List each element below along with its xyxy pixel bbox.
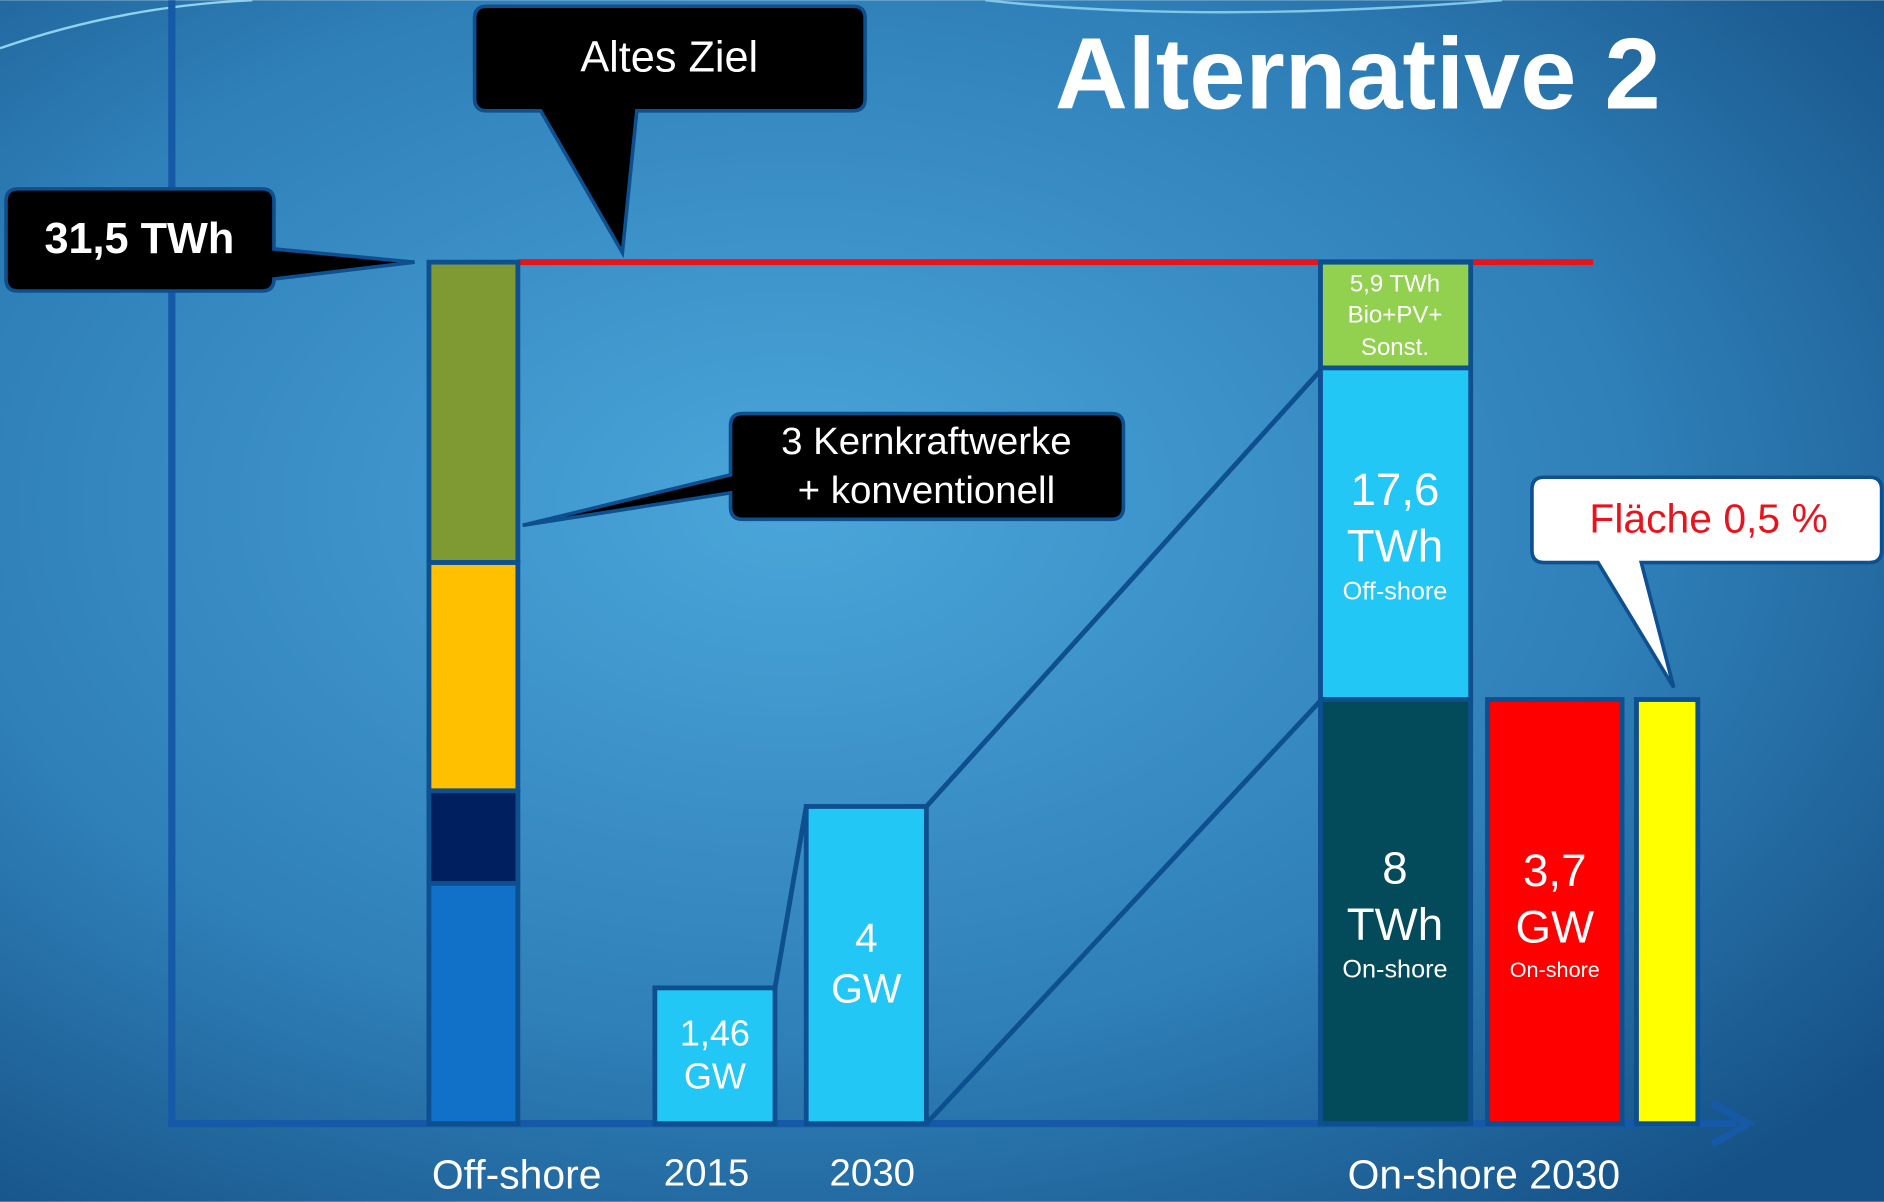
segment (426, 880, 521, 1127)
bar-2030 (803, 804, 929, 1127)
axis-arrow (1710, 1100, 1756, 1148)
connector (924, 699, 1323, 1126)
bar-label: Off-shore (1343, 577, 1448, 605)
callout-nuclear (522, 411, 1126, 528)
bar-label: On-shore (1342, 956, 1447, 984)
callout-text: + konventionell (798, 469, 1056, 512)
bar-label: Sonst. (1361, 334, 1429, 361)
callout-text: 31,5 TWh (44, 215, 234, 263)
bar-label: 5,9 TWh (1350, 270, 1440, 297)
bar-label: GW (1515, 901, 1594, 952)
bar-label: 1,46 (680, 1012, 750, 1053)
callout-old-target (472, 4, 867, 259)
callout-text: Altes Ziel (580, 34, 758, 82)
segment (426, 788, 521, 886)
bar-2015 (652, 985, 778, 1127)
connector (772, 806, 809, 989)
segment-onshore (1318, 697, 1474, 1127)
callout-target-value (4, 187, 415, 293)
bar-label: GW (831, 965, 902, 1011)
bar-label: TWh (1347, 899, 1443, 950)
x-label: On-shore 2030 (1348, 1152, 1620, 1198)
callout-text: 3 Kernkraftwerke (781, 420, 1072, 463)
bar-label: On-shore (1510, 957, 1600, 982)
bar-label: 3,7 (1523, 845, 1586, 896)
connector (924, 368, 1323, 809)
bar-label: Bio+PV+ (1348, 302, 1443, 329)
segment-offshore (1318, 365, 1474, 702)
bar-label: 8 (1382, 842, 1407, 893)
bar-label: 4 (855, 915, 878, 961)
decor (0, 0, 253, 50)
x-label: 2015 (664, 1151, 750, 1194)
decor (985, 0, 1503, 14)
segment-conventional (426, 259, 521, 565)
x-label: 2030 (830, 1151, 916, 1194)
bar-label: TWh (1347, 520, 1443, 571)
callout-area (1530, 475, 1884, 689)
segment (426, 560, 521, 794)
bar-label: GW (684, 1056, 746, 1097)
x-label: Off-shore (432, 1152, 601, 1198)
title: Alternative 2 (1055, 19, 1661, 131)
bar-label: 17,6 (1351, 464, 1440, 515)
bar-onshore-power (1485, 697, 1625, 1127)
callout-text: Fläche 0,5 % (1589, 495, 1827, 541)
bar-area (1634, 697, 1701, 1127)
